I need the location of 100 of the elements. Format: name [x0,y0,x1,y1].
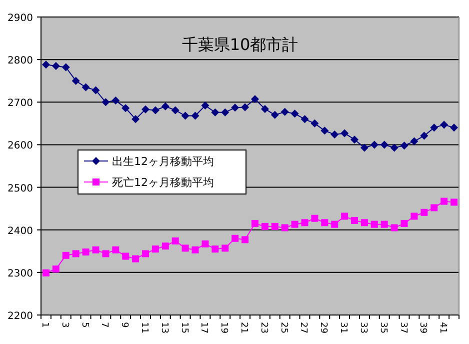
point [82,83,90,92]
point [251,220,258,227]
x-tick-label: 31 [338,322,348,334]
y-tick-label: 2300 [8,268,33,280]
y-tick-label: 2600 [8,140,33,152]
x-tick-label: 1 [39,322,50,328]
x-tick-label: 17 [198,322,209,334]
point [171,106,180,114]
x-tick-label: 5 [79,322,90,328]
point [132,115,140,124]
point [340,129,349,138]
point [201,102,210,110]
point [191,112,200,120]
point [430,124,438,132]
x-tick-label: 15 [178,322,189,334]
point [211,108,220,116]
x-tick-label: 23 [258,322,268,334]
point [62,63,70,72]
point [221,108,230,116]
point [112,246,120,254]
point [52,62,60,70]
point [320,126,329,135]
x-tick-label: 13 [158,322,169,334]
x-tick-label: 29 [318,322,328,334]
point [370,140,378,149]
point [310,119,319,128]
point [370,220,378,228]
point [232,234,239,242]
point [52,266,60,273]
point [440,120,448,129]
point [222,244,229,252]
point [82,248,90,256]
point [241,103,250,112]
point [142,105,150,114]
x-tick-label: 41 [438,322,448,334]
point [92,246,100,254]
x-tick-label: 7 [99,322,110,328]
point [420,208,428,216]
point [202,240,209,248]
point [300,115,309,124]
point [270,110,279,119]
point [281,224,288,232]
x-tick-label: 3 [59,322,70,328]
point [311,214,318,222]
y-tick-label: 2700 [8,98,33,110]
point [152,246,159,253]
point [410,212,418,220]
point [192,246,199,254]
point [440,198,448,205]
point [390,224,398,232]
x-tick-label: 21 [238,322,249,334]
point [250,95,259,104]
point [142,250,149,258]
point [62,252,70,259]
point [92,86,100,94]
x-tick-label: 11 [139,322,149,334]
point [182,244,189,252]
point [351,216,358,224]
point [261,222,268,230]
point [162,242,169,250]
legend-label: 死亡12ヶ月移動平均 [112,176,214,189]
point [341,212,348,220]
point [271,222,278,230]
point [420,132,428,140]
point [102,98,110,106]
point [72,76,80,85]
point [400,142,408,150]
point [122,104,130,112]
point [181,112,190,120]
point [450,124,458,132]
y-tick-label: 2500 [8,183,33,194]
y-tick-label: 2800 [8,56,33,67]
point [260,104,269,113]
point [161,102,170,110]
x-tick-label: 33 [358,322,368,334]
legend-label: 出生12ヶ月移動平均 [112,155,214,168]
y-tick-label: 2200 [8,311,33,322]
point [102,250,110,258]
point [330,130,339,138]
x-tick-label: 39 [418,322,428,334]
y-tick-label: 2400 [8,226,33,237]
point [112,96,120,104]
point [231,104,240,112]
point [321,219,328,226]
point [242,236,249,244]
point [290,110,299,118]
point [331,220,338,228]
point [350,136,358,144]
point [450,198,458,206]
x-tick-label: 27 [298,322,308,334]
point [72,250,80,258]
x-tick-label: 9 [119,322,130,328]
point [212,246,219,253]
point [132,255,140,262]
point [410,137,418,146]
point [380,140,388,149]
point [42,269,50,276]
x-tick-label: 25 [278,322,288,334]
point [301,219,308,226]
point [360,144,368,152]
